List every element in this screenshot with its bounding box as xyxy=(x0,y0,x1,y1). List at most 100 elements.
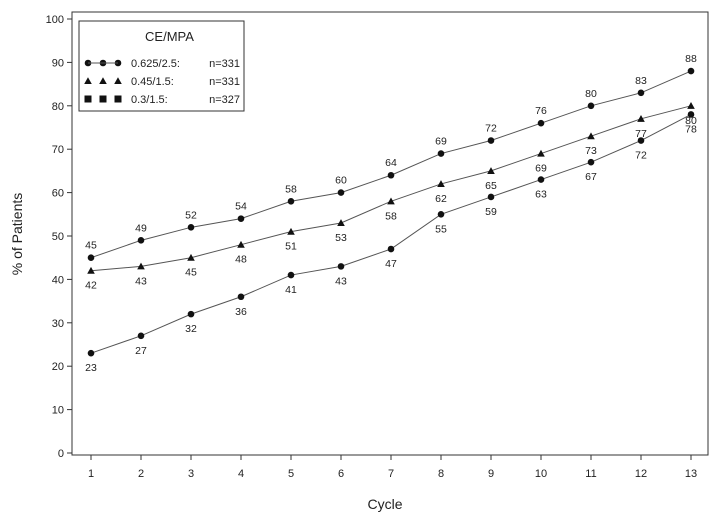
data-point xyxy=(537,119,545,127)
x-tick-label: 13 xyxy=(685,468,697,480)
legend: CE/MPA 0.625/2.5: n=331 0.45/1.5: n=331 0.3/1… xyxy=(78,20,245,112)
data-label: 69 xyxy=(435,136,447,148)
data-point xyxy=(287,271,295,279)
data-label: 23 xyxy=(85,362,97,374)
y-axis-title: % of Patients xyxy=(9,193,25,276)
data-point xyxy=(637,137,645,144)
series-layer: 45 49 52 54 58 60 64 69 72 76 80 83 88 42 43 45 48 51 53 58… xyxy=(85,53,697,374)
data-label: 69 xyxy=(535,163,547,175)
data-point xyxy=(637,115,645,122)
series-1: 45 49 52 54 58 60 64 69 72 76 80 83 88 xyxy=(85,53,697,261)
data-point xyxy=(287,227,295,235)
data-point xyxy=(187,253,195,261)
data-point xyxy=(637,89,645,97)
plot-frame xyxy=(71,11,709,456)
data-point xyxy=(587,102,595,110)
series-line xyxy=(90,114,692,354)
y-tick-label: 90 xyxy=(52,57,64,69)
data-point xyxy=(87,349,95,357)
legend-n: n=327 xyxy=(209,94,240,106)
x-tick-label: 9 xyxy=(488,468,494,480)
data-point xyxy=(187,310,195,318)
legend-entry: 0.3/1.5: n=327 xyxy=(84,94,240,106)
x-tick-label: 12 xyxy=(635,468,647,480)
y-tick-label: 60 xyxy=(52,188,64,200)
y-tick-label: 0 xyxy=(58,448,64,460)
data-label: 77 xyxy=(635,128,647,140)
data-point xyxy=(237,240,245,248)
legend-label: 0.625/2.5: xyxy=(131,58,180,70)
data-label: 76 xyxy=(535,105,547,117)
data-point xyxy=(337,219,345,227)
y-tick-label: 40 xyxy=(52,274,64,286)
data-label: 64 xyxy=(385,157,397,169)
legend-marker xyxy=(114,95,122,103)
legend-n: n=331 xyxy=(209,58,240,70)
data-point xyxy=(137,237,145,244)
legend-title: CE/MPA xyxy=(145,29,194,44)
data-label: 80 xyxy=(685,115,697,127)
x-tick-label: 4 xyxy=(238,468,244,480)
legend-entry: 0.45/1.5: n=331 xyxy=(84,76,240,88)
data-point xyxy=(537,149,545,157)
data-point xyxy=(687,111,695,118)
data-label: 53 xyxy=(335,232,347,244)
data-point xyxy=(337,263,345,270)
data-label: 83 xyxy=(635,75,647,87)
data-point xyxy=(387,197,395,205)
data-point xyxy=(87,254,95,261)
data-point xyxy=(437,150,445,157)
x-tick-label: 10 xyxy=(535,468,547,480)
x-tick-label: 3 xyxy=(188,468,194,480)
data-point xyxy=(87,266,95,274)
data-label: 65 xyxy=(485,180,497,192)
y-tick-label: 20 xyxy=(52,361,64,373)
series-3: 23 27 32 36 41 43 47 55 59 63 67 72 78 xyxy=(85,111,697,374)
data-point xyxy=(387,245,395,253)
x-axis-title: Cycle xyxy=(367,496,402,512)
data-label: 52 xyxy=(185,209,197,221)
data-point xyxy=(387,171,395,179)
data-label: 32 xyxy=(185,323,197,335)
data-point xyxy=(587,158,595,166)
x-tick-label: 5 xyxy=(288,468,294,480)
data-label: 45 xyxy=(185,267,197,279)
y-tick-label: 70 xyxy=(52,144,64,156)
y-tick-label: 50 xyxy=(52,231,64,243)
legend-entry: 0.625/2.5: n=331 xyxy=(84,58,240,70)
data-label: 67 xyxy=(585,171,597,183)
x-tick-label: 6 xyxy=(338,468,344,480)
data-label: 72 xyxy=(485,123,497,135)
data-label: 73 xyxy=(585,145,597,157)
data-label: 43 xyxy=(335,275,347,287)
data-label: 88 xyxy=(685,53,697,65)
data-point xyxy=(487,167,495,174)
data-label: 49 xyxy=(135,222,147,234)
data-label: 43 xyxy=(135,275,147,287)
legend-label: 0.3/1.5: xyxy=(131,94,168,106)
data-label: 72 xyxy=(635,150,647,162)
x-tick-label: 7 xyxy=(388,468,394,480)
data-label: 36 xyxy=(235,306,247,318)
data-label: 47 xyxy=(385,258,397,270)
data-point xyxy=(687,102,695,109)
data-label: 27 xyxy=(135,345,147,357)
data-label: 41 xyxy=(285,284,297,296)
data-label: 59 xyxy=(485,206,497,218)
data-label: 45 xyxy=(85,240,97,252)
data-point xyxy=(187,224,195,231)
y-tick-label: 80 xyxy=(52,101,64,113)
x-tick-label: 2 xyxy=(138,468,144,480)
data-label: 55 xyxy=(435,223,447,235)
data-point xyxy=(487,137,495,144)
data-label: 80 xyxy=(585,88,597,100)
data-point xyxy=(687,67,695,75)
legend-marker xyxy=(99,95,107,103)
x-tick-label: 8 xyxy=(438,468,444,480)
data-point xyxy=(337,189,345,196)
series-2: 42 43 45 48 51 53 58 62 65 69 73 77 80 xyxy=(85,102,697,292)
data-point xyxy=(587,132,595,140)
data-label: 51 xyxy=(285,241,297,253)
